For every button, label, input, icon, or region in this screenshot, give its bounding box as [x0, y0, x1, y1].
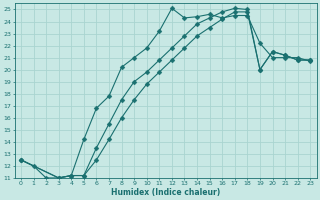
X-axis label: Humidex (Indice chaleur): Humidex (Indice chaleur)	[111, 188, 220, 197]
